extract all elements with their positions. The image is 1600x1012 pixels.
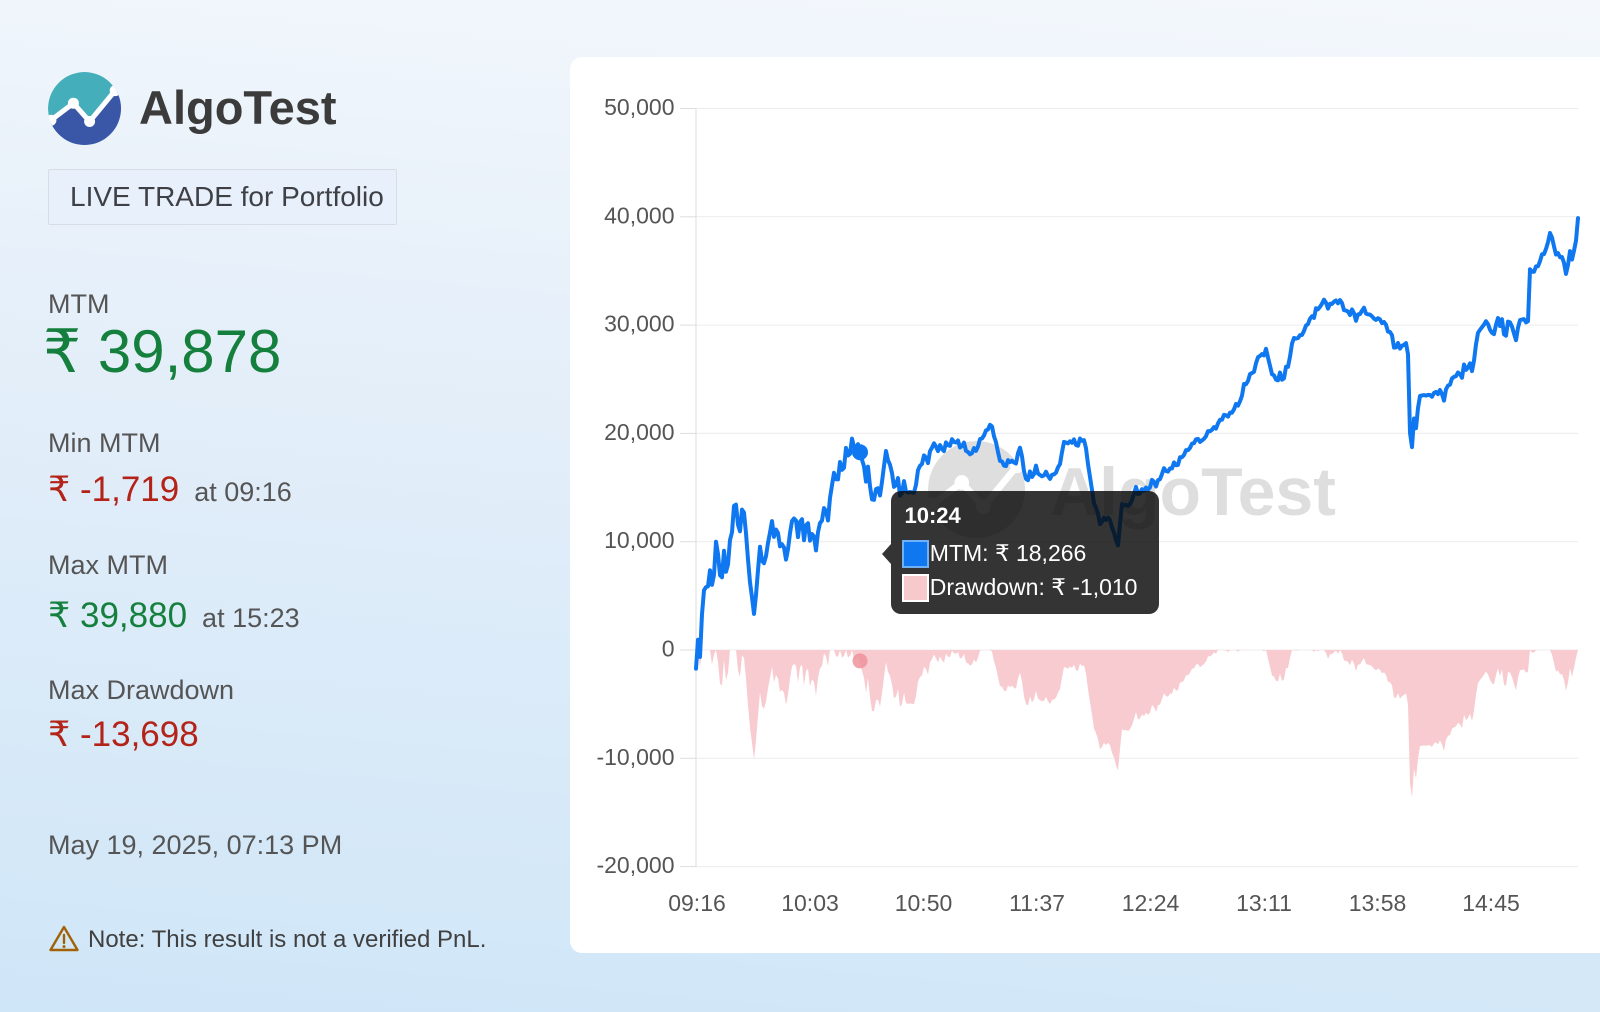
svg-text:0: 0 <box>662 636 675 662</box>
svg-text:40,000: 40,000 <box>604 202 674 228</box>
svg-text:13:11: 13:11 <box>1236 890 1292 916</box>
svg-text:10:03: 10:03 <box>781 890 839 916</box>
svg-text:12:24: 12:24 <box>1122 890 1180 916</box>
svg-text:10:50: 10:50 <box>895 890 953 916</box>
svg-text:20,000: 20,000 <box>604 419 674 445</box>
svg-text:-20,000: -20,000 <box>596 852 674 878</box>
svg-text:30,000: 30,000 <box>604 311 674 337</box>
svg-text:-10,000: -10,000 <box>596 744 674 770</box>
svg-text:50,000: 50,000 <box>604 94 674 120</box>
svg-text:10,000: 10,000 <box>604 527 674 553</box>
svg-text:09:16: 09:16 <box>668 890 726 916</box>
svg-text:11:37: 11:37 <box>1009 890 1065 916</box>
svg-text:14:45: 14:45 <box>1462 890 1520 916</box>
svg-text:13:58: 13:58 <box>1349 890 1407 916</box>
